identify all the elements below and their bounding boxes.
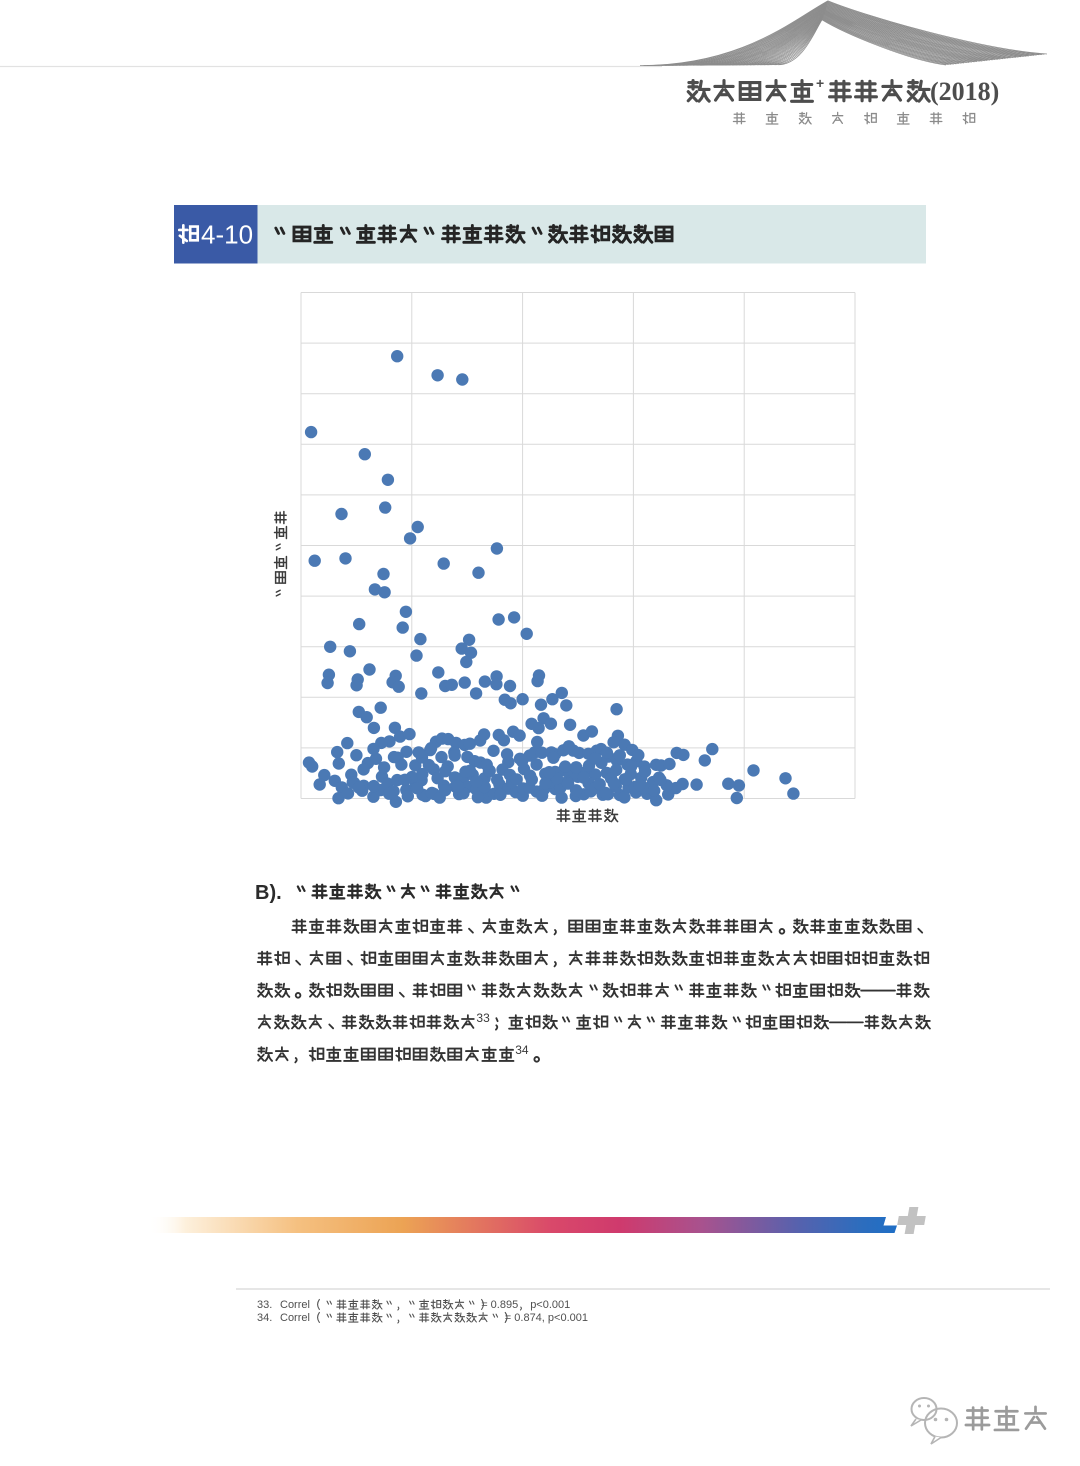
svg-text:p<0.001: p<0.001 xyxy=(530,1299,570,1311)
svg-text:= 0.874, p<0.001: = 0.874, p<0.001 xyxy=(505,1312,588,1324)
svg-text:+: + xyxy=(816,75,824,91)
svg-text:33: 33 xyxy=(476,1011,490,1025)
svg-text:(2018): (2018) xyxy=(930,77,999,106)
svg-text:4-10: 4-10 xyxy=(201,220,253,250)
svg-text:34: 34 xyxy=(515,1043,529,1057)
svg-text:33.: 33. xyxy=(257,1299,272,1311)
svg-text:Correl: Correl xyxy=(280,1299,310,1311)
svg-text:= 0.895: = 0.895 xyxy=(481,1299,518,1311)
svg-text:34.: 34. xyxy=(257,1312,272,1324)
svg-text:B).: B). xyxy=(255,882,282,904)
svg-text:Correl: Correl xyxy=(280,1312,310,1324)
